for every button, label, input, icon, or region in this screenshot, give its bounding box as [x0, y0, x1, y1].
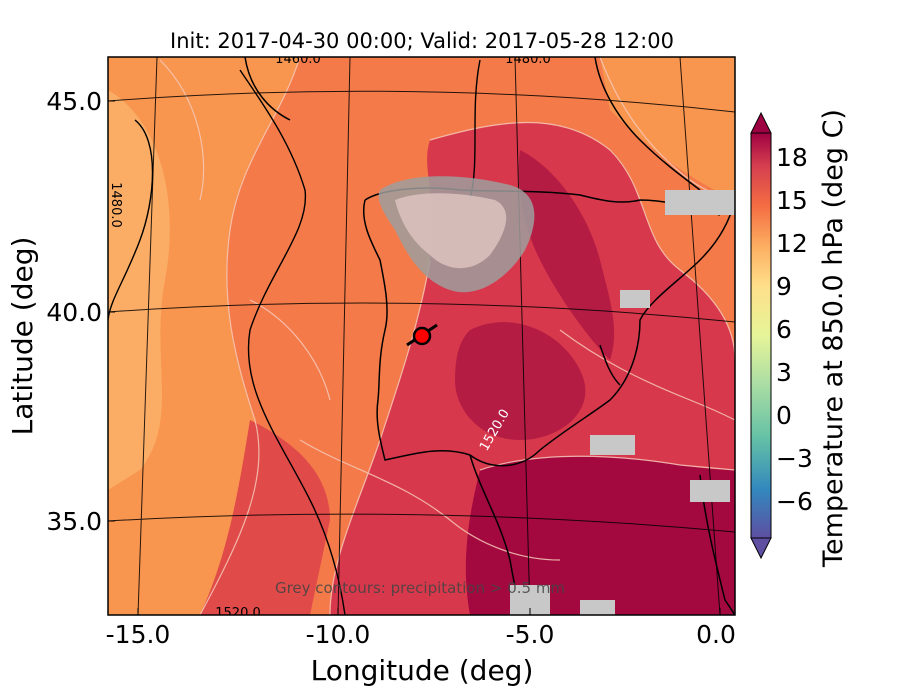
temperature-band-hot-east [518, 150, 615, 360]
temperature-band-northeast [600, 57, 735, 200]
figure-title: Init: 2017-04-30 00:00; Valid: 2017-05-2… [170, 29, 674, 53]
colorbar-tick-label: 12 [776, 229, 808, 258]
colorbar-label: Temperature at 850.0 hPa (deg C) [818, 109, 849, 568]
temperature-band-hot-center [455, 322, 586, 440]
x-tick-label: -5.0 [506, 620, 555, 649]
colorbar-tick-label: 18 [776, 143, 808, 172]
y-axis: 45.0 40.0 35.0 Latitude (deg) [6, 87, 115, 536]
temperature-band-hot-south [465, 456, 735, 615]
temperature-band-cool-west [108, 90, 170, 490]
colorbar-max-extension [750, 111, 772, 134]
map-area: 1460.0 1480.0 1480.0 1520.0 1520.0 Grey … [108, 52, 735, 621]
colorbar: 18 15 12 9 6 3 0 −3 −6 Temperature at 85… [750, 109, 849, 568]
contour-label: 1460.0 [275, 52, 321, 67]
map-frame [107, 56, 736, 616]
y-axis-label: Latitude (deg) [6, 237, 39, 436]
contour-label: 1520.0 [215, 606, 261, 621]
x-axis-label: Longitude (deg) [311, 654, 534, 687]
colorbar-tick-label: −6 [776, 487, 813, 516]
y-tick-label: 45.0 [46, 87, 102, 116]
y-tick-label: 40.0 [46, 298, 102, 327]
colorbar-tick-label: 9 [776, 272, 792, 301]
colorbar-tick-label: 6 [776, 315, 792, 344]
y-tick-label: 35.0 [46, 507, 102, 536]
precipitation-footnote: Grey contours: precipitation > 0.5 mm [275, 579, 565, 597]
colorbar-tick-label: 0 [776, 401, 792, 430]
colorbar-gradient [750, 132, 772, 539]
x-tick-label: -10.0 [306, 620, 371, 649]
colorbar-tick-label: 15 [776, 186, 808, 215]
x-tick-label: 0.0 [696, 620, 736, 649]
x-tick-label: -15.0 [106, 620, 171, 649]
colorbar-tick-label: 3 [776, 358, 792, 387]
x-axis: -15.0 -10.0 -5.0 0.0 Longitude (deg) [106, 608, 736, 687]
contour-label: 1480.0 [108, 182, 123, 228]
colorbar-min-extension [750, 537, 772, 560]
location-marker [406, 323, 438, 347]
contour-label: 1480.0 [505, 52, 551, 67]
temperature-band-southwest [200, 420, 330, 615]
precipitation-areas [378, 176, 735, 615]
colorbar-tick-label: −3 [776, 444, 813, 473]
graticule [108, 57, 735, 615]
